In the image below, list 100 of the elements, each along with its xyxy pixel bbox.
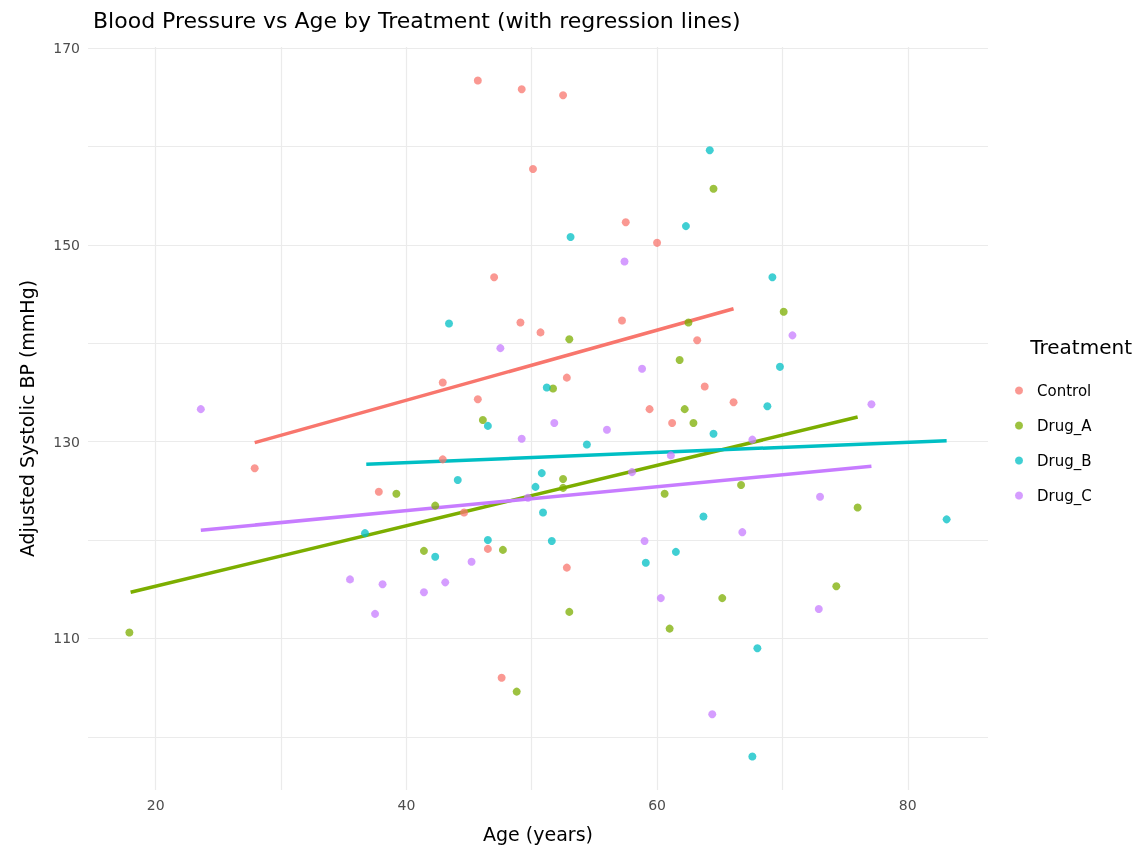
point <box>431 501 440 510</box>
legend-label: Drug_C <box>1037 486 1092 506</box>
point <box>250 464 259 473</box>
point <box>490 273 499 282</box>
point <box>753 644 762 653</box>
point <box>718 594 727 603</box>
point <box>473 76 482 85</box>
point <box>832 582 841 591</box>
point <box>361 529 370 538</box>
point <box>668 418 677 427</box>
point <box>689 418 698 427</box>
point <box>528 165 537 174</box>
point <box>523 493 532 502</box>
point <box>748 752 757 761</box>
point <box>738 528 747 537</box>
legend-title: Treatment <box>1029 335 1133 359</box>
point <box>497 673 506 682</box>
point <box>671 547 680 556</box>
point <box>700 382 709 391</box>
point <box>665 624 674 633</box>
point <box>392 489 401 498</box>
point <box>517 85 526 94</box>
point <box>853 503 862 512</box>
y-tick-label: 150 <box>53 236 80 253</box>
point <box>345 575 354 584</box>
point <box>675 355 684 364</box>
point <box>542 383 551 392</box>
point <box>559 475 568 484</box>
point <box>641 558 650 567</box>
point <box>708 710 717 719</box>
point <box>125 628 134 637</box>
point <box>705 146 714 155</box>
legend-label: Control <box>1037 381 1092 400</box>
point <box>547 537 556 546</box>
point <box>582 440 591 449</box>
point <box>550 418 559 427</box>
point <box>517 434 526 443</box>
point <box>814 604 823 613</box>
point <box>602 425 611 434</box>
point <box>467 557 476 566</box>
point <box>621 218 630 227</box>
point <box>684 318 693 327</box>
chart-title: Blood Pressure vs Age by Treatment (with regression lines) <box>93 7 741 33</box>
point <box>537 469 546 478</box>
point <box>620 257 629 266</box>
x-tick-label: 20 <box>146 797 165 813</box>
point <box>628 468 637 477</box>
point <box>559 91 568 100</box>
x-tick-label: 80 <box>898 797 917 813</box>
point <box>645 405 654 414</box>
x-tick-label: 60 <box>648 797 666 813</box>
point <box>483 421 492 430</box>
point <box>693 336 702 345</box>
point <box>680 405 689 414</box>
point <box>374 487 383 496</box>
point <box>737 480 746 489</box>
point <box>816 492 825 501</box>
y-tick-label: 110 <box>53 630 80 647</box>
point <box>640 537 649 546</box>
point <box>512 687 521 696</box>
legend-label: Drug_A <box>1037 416 1093 436</box>
point <box>378 580 387 589</box>
point <box>788 331 797 340</box>
x-axis-title: Age (years) <box>483 822 593 845</box>
point <box>478 415 487 424</box>
point <box>681 222 690 231</box>
x-tick-label: 40 <box>397 797 416 813</box>
point <box>371 609 380 618</box>
point <box>775 362 784 371</box>
point <box>438 455 447 464</box>
y-tick-label: 130 <box>53 433 80 450</box>
point <box>562 373 571 382</box>
point <box>617 316 626 325</box>
point <box>460 508 469 517</box>
point <box>942 515 951 524</box>
point <box>638 364 647 373</box>
point <box>768 273 777 282</box>
point <box>419 546 428 555</box>
point <box>565 607 574 616</box>
point <box>699 512 708 521</box>
point <box>559 483 568 492</box>
point <box>438 378 447 387</box>
point <box>473 395 482 404</box>
point <box>748 435 757 444</box>
y-axis-title: Adjusted Systolic BP (mmHg) <box>15 279 38 558</box>
legend-label: Drug_B <box>1037 451 1092 471</box>
point <box>565 335 574 344</box>
point <box>483 544 492 553</box>
point <box>196 405 205 414</box>
point <box>779 307 788 316</box>
point <box>566 232 575 241</box>
point <box>867 400 876 409</box>
point <box>666 451 675 460</box>
point <box>483 536 492 545</box>
point <box>498 545 507 554</box>
point <box>653 238 662 247</box>
point <box>441 578 450 587</box>
point <box>419 588 428 597</box>
point <box>516 318 525 327</box>
point <box>729 398 738 407</box>
